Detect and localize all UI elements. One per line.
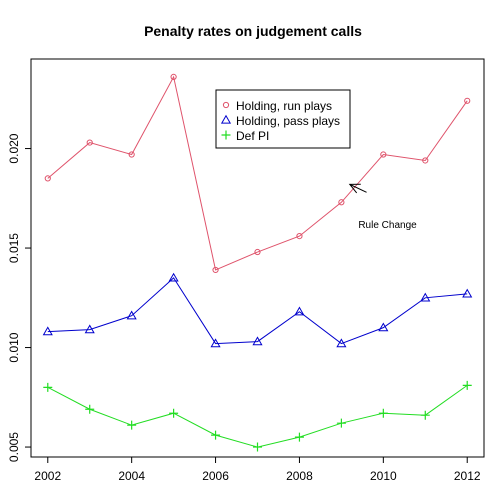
data-point bbox=[254, 248, 261, 256]
data-point bbox=[252, 336, 263, 346]
data-point bbox=[462, 380, 472, 390]
annotation-arrowhead bbox=[348, 183, 361, 194]
y-tick-label: 0.020 bbox=[7, 133, 21, 163]
data-point bbox=[42, 326, 53, 336]
legend-label: Holding, pass plays bbox=[236, 114, 340, 128]
data-point bbox=[420, 292, 431, 302]
series-holding-pass-plays bbox=[42, 272, 473, 348]
y-axis: 0.005 0.010 0.015 0.020 bbox=[7, 133, 31, 462]
data-point bbox=[212, 266, 219, 274]
plot-frame bbox=[30, 58, 485, 458]
x-tick-label: 2012 bbox=[454, 469, 481, 483]
data-point bbox=[462, 288, 473, 298]
legend-marker bbox=[222, 101, 230, 109]
data-point bbox=[336, 418, 346, 428]
series-line bbox=[47, 277, 468, 345]
data-point bbox=[43, 382, 53, 392]
legend-marker bbox=[220, 114, 232, 124]
data-point bbox=[210, 338, 221, 348]
data-point bbox=[464, 97, 471, 104]
legend-marker bbox=[221, 130, 231, 140]
data-point bbox=[294, 306, 305, 316]
data-point bbox=[86, 139, 93, 146]
series-line bbox=[47, 384, 468, 448]
series-layer bbox=[42, 73, 473, 452]
annotation-text: Rule Change bbox=[358, 220, 417, 231]
data-point bbox=[170, 73, 177, 81]
data-point bbox=[44, 175, 51, 182]
data-point bbox=[168, 272, 179, 282]
x-axis: 2002 2004 2006 2008 2010 2012 bbox=[34, 457, 481, 483]
data-point bbox=[420, 410, 430, 420]
x-tick-label: 2004 bbox=[118, 469, 145, 483]
y-tick-label: 0.015 bbox=[7, 233, 21, 263]
x-tick-label: 2002 bbox=[34, 469, 61, 483]
data-point bbox=[296, 233, 303, 240]
data-point bbox=[253, 442, 262, 452]
data-point bbox=[126, 310, 137, 320]
data-point bbox=[85, 404, 95, 414]
data-point bbox=[294, 432, 304, 442]
series-def-pi bbox=[43, 380, 472, 452]
series-line bbox=[47, 75, 468, 271]
data-point bbox=[336, 338, 347, 348]
y-tick-label: 0.005 bbox=[7, 432, 21, 462]
x-tick-label: 2006 bbox=[202, 469, 229, 483]
annotation-arrow bbox=[349, 183, 367, 193]
data-point bbox=[128, 151, 135, 158]
data-point bbox=[422, 157, 429, 164]
data-point bbox=[378, 408, 388, 418]
data-point bbox=[211, 430, 221, 440]
annotation-layer: Rule Change bbox=[348, 183, 417, 231]
data-point bbox=[169, 408, 179, 418]
x-tick-label: 2010 bbox=[370, 469, 397, 483]
data-point bbox=[127, 420, 137, 430]
legend-box bbox=[215, 89, 351, 149]
x-tick-label: 2008 bbox=[286, 469, 313, 483]
legend-label: Holding, run plays bbox=[236, 99, 332, 113]
data-point bbox=[378, 322, 389, 332]
data-point bbox=[380, 151, 387, 158]
series-holding-run-plays bbox=[44, 73, 471, 274]
data-point bbox=[84, 324, 95, 334]
legend-label: Def PI bbox=[236, 129, 269, 143]
data-point bbox=[338, 199, 345, 206]
y-tick-label: 0.010 bbox=[7, 332, 21, 362]
chart-title: Penalty rates on judgement calls bbox=[144, 23, 362, 39]
